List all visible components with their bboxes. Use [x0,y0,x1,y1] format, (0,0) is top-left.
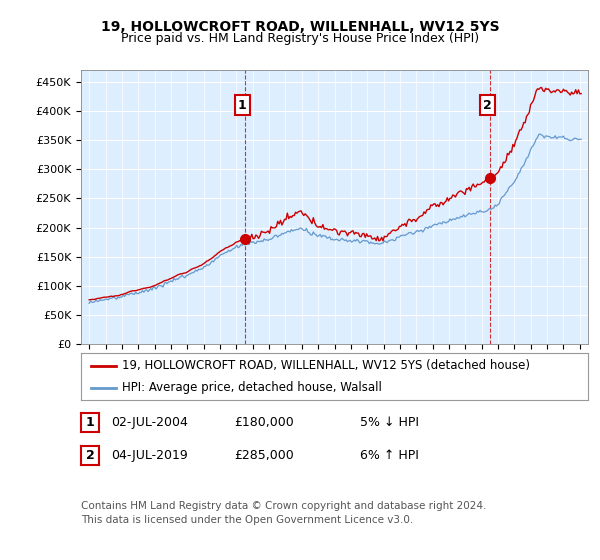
Bar [580,70,588,344]
Text: 02-JUL-2004: 02-JUL-2004 [111,416,188,430]
Text: 6% ↑ HPI: 6% ↑ HPI [360,449,419,462]
Text: Price paid vs. HM Land Registry's House Price Index (HPI): Price paid vs. HM Land Registry's House … [121,32,479,45]
Text: 5% ↓ HPI: 5% ↓ HPI [360,416,419,430]
Text: 19, HOLLOWCROFT ROAD, WILLENHALL, WV12 5YS (detached house): 19, HOLLOWCROFT ROAD, WILLENHALL, WV12 5… [122,359,530,372]
Text: 1: 1 [86,416,94,430]
Text: £285,000: £285,000 [234,449,294,462]
Text: £180,000: £180,000 [234,416,294,430]
Text: 04-JUL-2019: 04-JUL-2019 [111,449,188,462]
Text: HPI: Average price, detached house, Walsall: HPI: Average price, detached house, Wals… [122,381,382,394]
Text: Contains HM Land Registry data © Crown copyright and database right 2024.
This d: Contains HM Land Registry data © Crown c… [81,501,487,525]
Text: 2: 2 [483,99,492,111]
Text: 1: 1 [238,99,247,111]
Text: 19, HOLLOWCROFT ROAD, WILLENHALL, WV12 5YS: 19, HOLLOWCROFT ROAD, WILLENHALL, WV12 5… [101,20,499,34]
Text: 2: 2 [86,449,94,462]
